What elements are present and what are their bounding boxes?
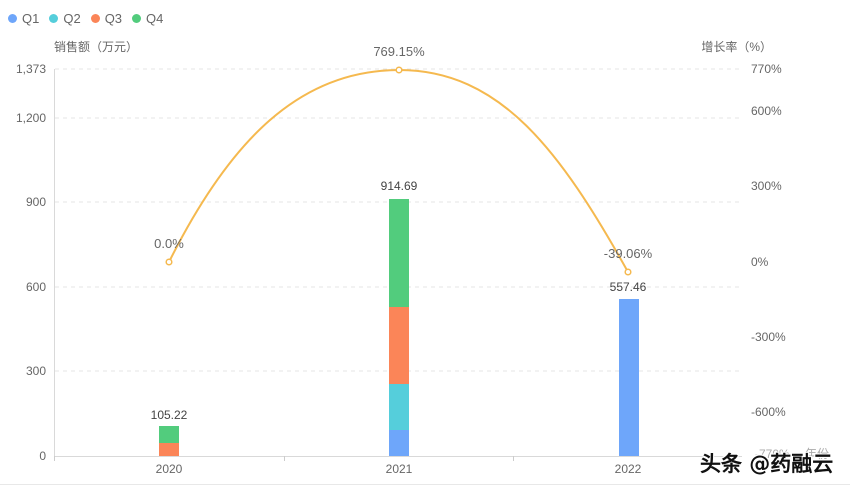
legend-label: Q3 bbox=[104, 11, 123, 26]
svg-text:2020: 2020 bbox=[156, 462, 183, 476]
growth-point-2021 bbox=[395, 66, 403, 74]
svg-text:105.22: 105.22 bbox=[151, 408, 188, 422]
bar-segment-q3[interactable] bbox=[389, 307, 409, 384]
right-axis-ticks: 770% 600% 300% 0% -300% -600% -770% 年份 bbox=[751, 62, 829, 461]
bar-2021[interactable] bbox=[389, 199, 409, 456]
svg-text:1,373: 1,373 bbox=[16, 62, 46, 76]
bar-2020[interactable] bbox=[159, 426, 179, 456]
svg-text:2022: 2022 bbox=[615, 462, 642, 476]
left-axis-title: 销售额（万元） bbox=[54, 39, 138, 54]
svg-text:300%: 300% bbox=[751, 179, 782, 193]
growth-points[interactable] bbox=[165, 66, 632, 276]
legend-label: Q1 bbox=[22, 11, 40, 26]
bottom-divider bbox=[0, 484, 850, 485]
svg-text:0%: 0% bbox=[751, 255, 769, 269]
svg-text:600%: 600% bbox=[751, 104, 782, 118]
growth-point-2022 bbox=[624, 268, 632, 276]
bar-segment-q4[interactable] bbox=[159, 426, 179, 443]
legend: Q1 Q2 Q3 Q4 bbox=[8, 11, 163, 26]
svg-text:914.69: 914.69 bbox=[381, 179, 418, 193]
svg-text:0.0%: 0.0% bbox=[154, 236, 184, 251]
legend-dot-icon bbox=[8, 14, 17, 23]
gridlines bbox=[55, 68, 742, 372]
svg-text:-600%: -600% bbox=[751, 405, 786, 419]
legend-dot-icon bbox=[49, 14, 59, 23]
bar-segment-q2[interactable] bbox=[389, 384, 409, 430]
bar-segment-q3[interactable] bbox=[159, 443, 179, 456]
svg-text:600: 600 bbox=[26, 280, 46, 294]
svg-text:-770%: -770% bbox=[755, 447, 790, 461]
legend-label: Q2 bbox=[63, 11, 81, 26]
growth-point-2020 bbox=[165, 258, 173, 266]
x-axis-ticks-marks bbox=[54, 456, 514, 461]
svg-text:-300%: -300% bbox=[751, 330, 786, 344]
left-axis-ticks: 1,373 1,200 900 600 300 0 bbox=[16, 62, 46, 463]
bar-2022[interactable] bbox=[619, 299, 639, 456]
legend-dot-icon bbox=[132, 14, 142, 23]
svg-text:0: 0 bbox=[39, 449, 46, 463]
svg-text:1,200: 1,200 bbox=[16, 111, 46, 125]
legend-item-q4[interactable]: Q4 bbox=[132, 11, 163, 26]
svg-text:769.15%: 769.15% bbox=[373, 44, 425, 59]
bar-segment-q1[interactable] bbox=[389, 430, 409, 456]
legend-dot-icon bbox=[90, 14, 100, 23]
legend-item-q3[interactable]: Q3 bbox=[90, 11, 123, 26]
bar-segment-q4[interactable] bbox=[389, 199, 409, 307]
svg-text:900: 900 bbox=[26, 195, 46, 209]
svg-text:2021: 2021 bbox=[386, 462, 413, 476]
svg-text:557.46: 557.46 bbox=[610, 280, 647, 294]
growth-labels: 0.0% 769.15% -39.06% bbox=[154, 44, 652, 261]
legend-item-q1[interactable]: Q1 bbox=[8, 11, 39, 26]
watermark: 头条 @药融云 bbox=[700, 452, 834, 476]
bar-total-labels: 105.22 914.69 557.46 bbox=[151, 179, 647, 422]
svg-text:-39.06%: -39.06% bbox=[604, 246, 653, 261]
svg-text:770%: 770% bbox=[751, 62, 782, 76]
svg-text:年份: 年份 bbox=[805, 447, 829, 461]
right-axis-title: 增长率（%） bbox=[701, 39, 772, 54]
svg-text:300: 300 bbox=[26, 364, 46, 378]
bar-segment-q1[interactable] bbox=[619, 299, 639, 456]
x-axis-labels: 2020 2021 2022 bbox=[156, 462, 642, 476]
legend-item-q2[interactable]: Q2 bbox=[49, 11, 81, 26]
legend-label: Q4 bbox=[146, 11, 164, 26]
